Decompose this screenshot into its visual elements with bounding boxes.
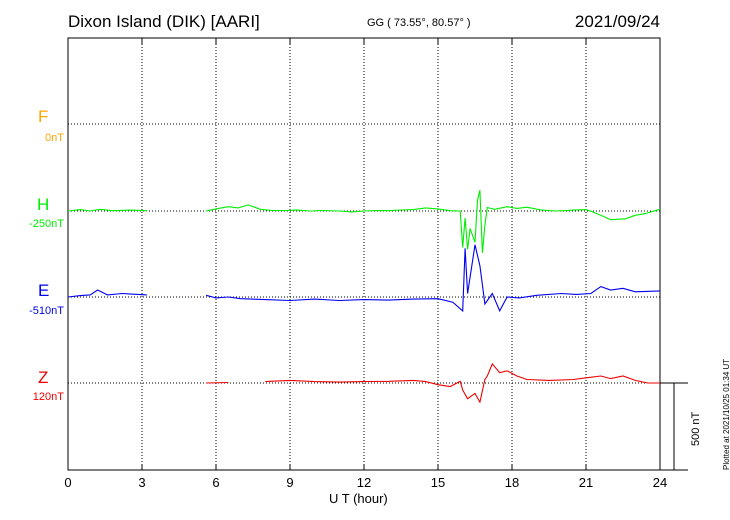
channel-z-baseline: 120nT: [32, 391, 64, 403]
plotted-timestamp: Plotted at 2021/10/25 01:34 UT: [722, 358, 730, 470]
station-title: Dixon Island (DIK) [AARI]: [68, 12, 260, 31]
x-tick-label: 3: [138, 475, 145, 490]
x-axis-ticks: 0 3 6 9 12 15 18 21 24: [64, 38, 667, 490]
channel-z-label: Z: [38, 368, 49, 387]
series-line-z: [265, 362, 660, 404]
x-tick-label: 18: [505, 475, 519, 490]
channel-h-label: H: [37, 195, 50, 214]
x-tick-label: 9: [286, 475, 293, 490]
scale-bar-label: 500 nT: [690, 411, 702, 446]
series-line-e: [205, 244, 661, 313]
channel-f-label: F: [38, 107, 49, 126]
channel-f-baseline: 0nT: [45, 132, 64, 144]
series-line-h: [205, 189, 661, 253]
x-tick-label: 0: [64, 475, 71, 490]
scale-bar: [660, 382, 688, 471]
x-tick-label: 12: [357, 475, 371, 490]
x-tick-label: 24: [653, 475, 667, 490]
channel-h-baseline: -250nT: [29, 218, 64, 230]
series-layer: [67, 189, 661, 404]
x-axis-label: U T (hour): [329, 491, 388, 506]
channel-e-label: E: [38, 281, 50, 300]
channel-e-baseline: -510nT: [29, 305, 64, 317]
chart-date: 2021/09/24: [574, 12, 660, 31]
series-line-h: [67, 208, 147, 212]
series-line-z: [206, 381, 229, 384]
x-tick-label: 6: [212, 475, 219, 490]
chart-grid: [68, 38, 660, 470]
geographic-coords: GG ( 73.55°, 80.57° ): [367, 17, 471, 29]
x-tick-label: 21: [579, 475, 593, 490]
x-tick-label: 15: [431, 475, 445, 490]
series-line-e: [67, 289, 147, 298]
